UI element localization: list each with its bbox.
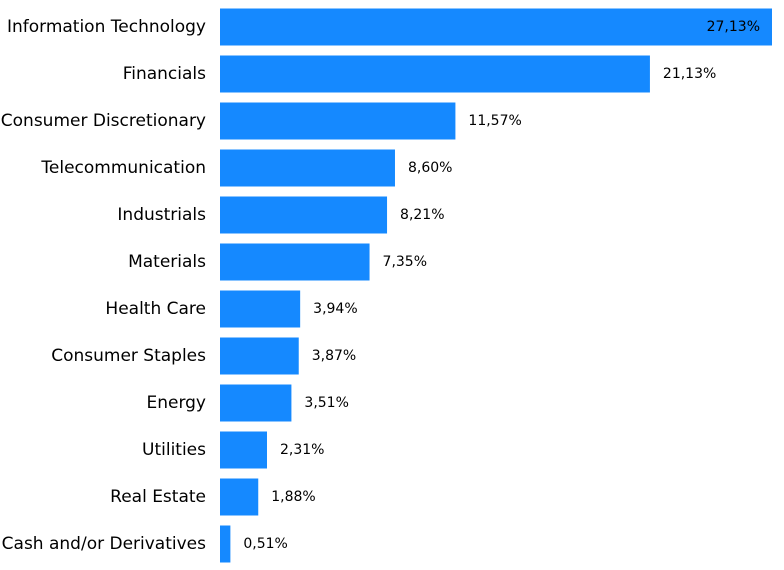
value-label-information-technology: 27,13% bbox=[707, 19, 760, 35]
bar-financials bbox=[220, 55, 650, 93]
bar-telecommunication bbox=[220, 149, 395, 187]
category-label-information-technology: Information Technology bbox=[7, 17, 206, 37]
value-label-utilities: 2,31% bbox=[280, 442, 324, 458]
category-label-consumer-discretionary: Consumer Discretionary bbox=[1, 111, 206, 131]
category-label-cash-and-or-derivatives: Cash and/or Derivatives bbox=[2, 534, 206, 554]
value-label-health-care: 3,94% bbox=[313, 301, 357, 317]
labels-layer: Information Technology 27,13% Financials 21… bbox=[1, 17, 760, 554]
bar-real-estate bbox=[220, 478, 259, 516]
value-label-energy: 3,51% bbox=[304, 395, 348, 411]
bar-industrials bbox=[220, 196, 388, 234]
category-label-consumer-staples: Consumer Staples bbox=[51, 346, 206, 366]
category-label-materials: Materials bbox=[128, 252, 206, 272]
category-label-telecommunication: Telecommunication bbox=[40, 158, 206, 178]
bar-consumer-staples bbox=[220, 337, 299, 375]
bars-layer bbox=[220, 8, 772, 563]
value-label-consumer-staples: 3,87% bbox=[312, 348, 356, 364]
value-label-telecommunication: 8,60% bbox=[408, 160, 452, 176]
category-label-energy: Energy bbox=[146, 393, 206, 413]
value-label-materials: 7,35% bbox=[383, 254, 427, 270]
bar-consumer-discretionary bbox=[220, 102, 456, 140]
value-label-financials: 21,13% bbox=[663, 66, 716, 82]
category-label-utilities: Utilities bbox=[142, 440, 206, 460]
category-label-health-care: Health Care bbox=[105, 299, 206, 319]
value-label-cash-and-or-derivatives: 0,51% bbox=[243, 536, 287, 552]
bar-energy bbox=[220, 384, 292, 422]
value-label-consumer-discretionary: 11,57% bbox=[468, 113, 521, 129]
value-label-industrials: 8,21% bbox=[400, 207, 444, 223]
category-label-real-estate: Real Estate bbox=[110, 487, 206, 507]
bar-utilities bbox=[220, 431, 268, 469]
value-label-real-estate: 1,88% bbox=[271, 489, 315, 505]
bar-health-care bbox=[220, 290, 301, 328]
bar-cash-and-or-derivatives bbox=[220, 525, 231, 563]
bar-materials bbox=[220, 243, 370, 281]
category-label-industrials: Industrials bbox=[117, 205, 206, 225]
bar-information-technology bbox=[220, 8, 772, 46]
category-label-financials: Financials bbox=[123, 64, 206, 84]
